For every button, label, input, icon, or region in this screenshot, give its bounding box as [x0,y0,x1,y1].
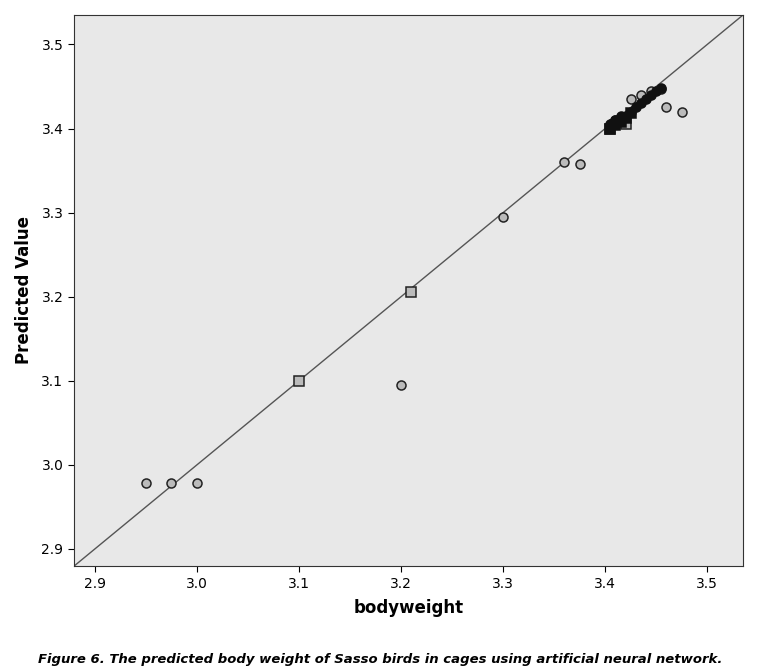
Y-axis label: Predicted Value: Predicted Value [15,216,33,365]
X-axis label: bodyweight: bodyweight [354,599,464,617]
Text: Figure 6. The predicted body weight of Sasso birds in cages using artificial neu: Figure 6. The predicted body weight of S… [38,653,722,666]
